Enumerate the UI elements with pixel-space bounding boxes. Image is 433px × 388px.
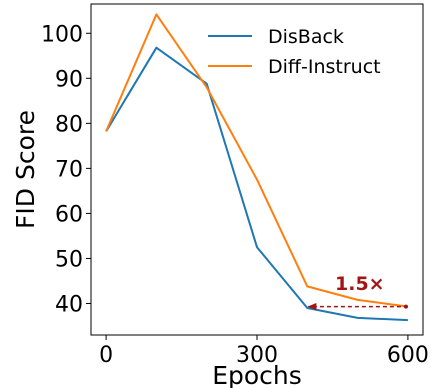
y-tick-label-70: 70 [55, 157, 83, 182]
legend-label-0: DisBack [268, 26, 344, 48]
y-tick-label-80: 80 [55, 112, 83, 137]
y-tick-label-90: 90 [55, 67, 83, 92]
x-axis-label: Epochs [212, 361, 302, 388]
x-tick-label-600: 600 [387, 343, 429, 368]
series-line-0 [105, 46, 408, 322]
legend-label-1: Diff-Instruct [268, 56, 381, 78]
x-tick-label-0: 0 [99, 343, 113, 368]
axes-layer: 40 50 60 70 80 90 100 0 300 600 Epochs FID Score [11, 3, 429, 388]
speedup-annotation: 1.5× [335, 273, 385, 295]
series-layer [105, 13, 409, 322]
y-tick-label-100: 100 [41, 22, 83, 47]
y-tick-label-60: 60 [55, 202, 83, 227]
y-tick-label-50: 50 [55, 247, 83, 272]
speedup-arrow-tail [403, 304, 408, 309]
legend: DisBack Diff-Instruct [208, 26, 381, 78]
annotation-layer: 1.5× [307, 273, 408, 311]
y-tick-label-40: 40 [55, 292, 83, 317]
y-axis-label: FID Score [11, 110, 40, 229]
x-tick-label-300: 300 [236, 343, 278, 368]
series-line-1 [105, 13, 409, 308]
